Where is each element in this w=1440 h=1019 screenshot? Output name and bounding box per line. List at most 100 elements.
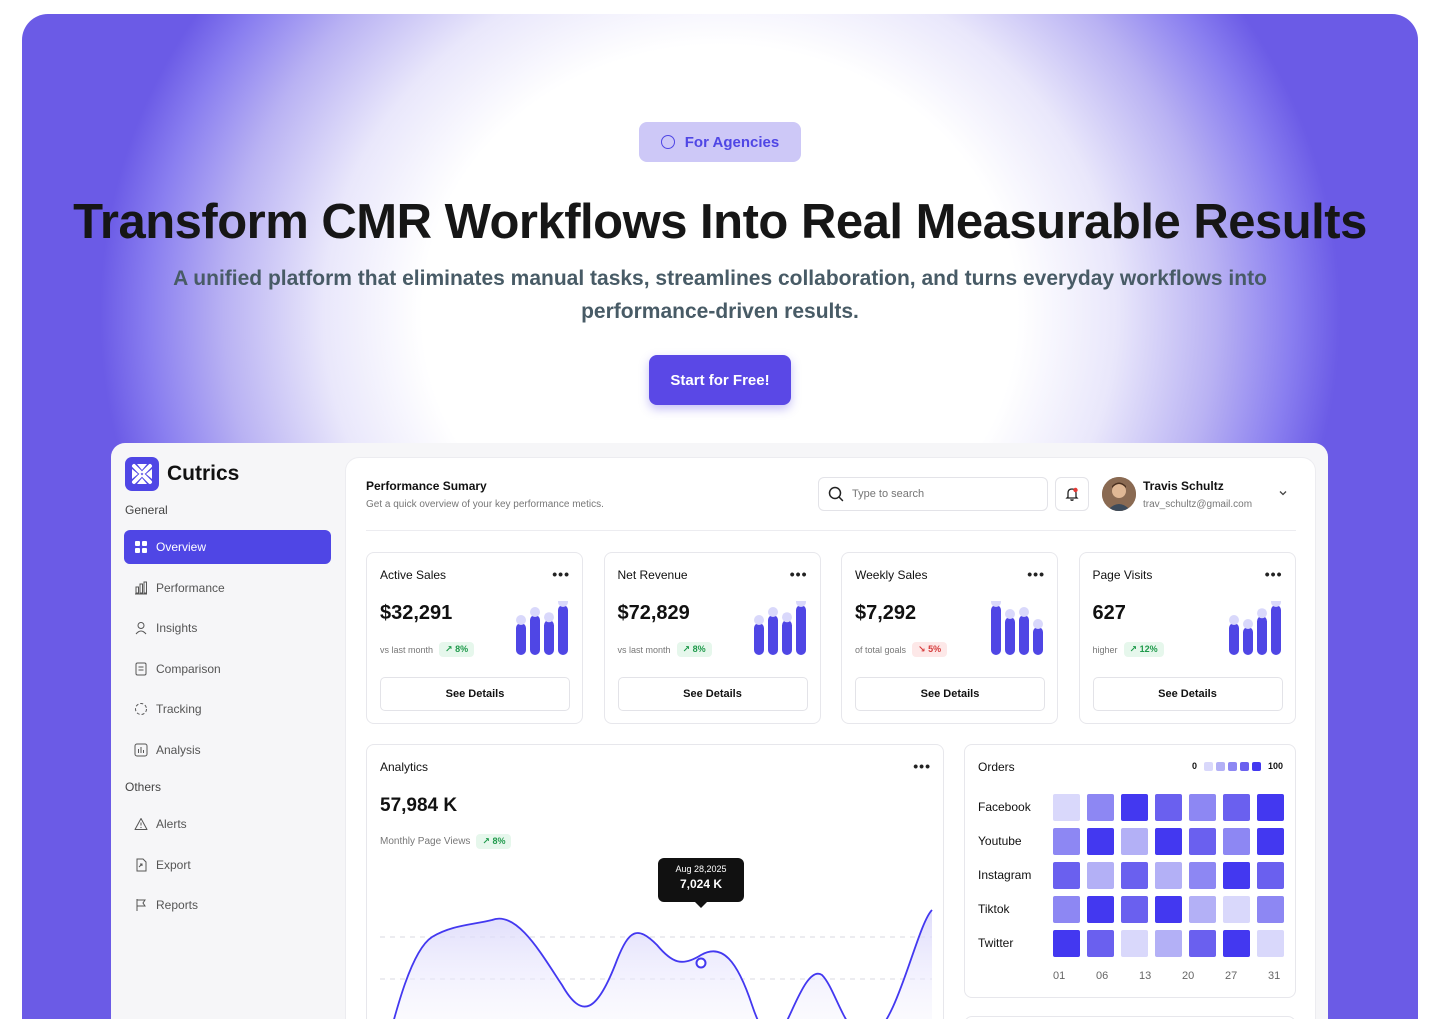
sidebar-item-insights[interactable]: Insights (124, 611, 331, 645)
heatmap-cell[interactable] (1087, 861, 1114, 889)
card-value: $72,829 (617, 602, 690, 624)
avatar[interactable] (1102, 477, 1136, 511)
heatmap-cell[interactable] (1155, 861, 1182, 889)
sidebar-item-performance[interactable]: Performance (124, 571, 331, 605)
heatmap-cell[interactable] (1257, 895, 1284, 923)
see-details-button[interactable]: See Details (617, 677, 808, 711)
heatmap-cell[interactable] (1087, 895, 1114, 923)
heatmap-cell[interactable] (1053, 895, 1080, 923)
heatmap-cell[interactable] (1155, 895, 1182, 923)
heatmap-row-tiktok: Tiktok (978, 895, 1291, 923)
series-line (393, 909, 933, 1019)
start-free-button[interactable]: Start for Free! (649, 355, 791, 405)
dashboard-preview: Cutrics General Overview Performance Insig… (111, 443, 1328, 1019)
hero-section: For Agencies Transform CMR Workflows Int… (22, 14, 1418, 1019)
brand-logo[interactable]: Cutrics (125, 457, 239, 491)
heatmap-cell[interactable] (1189, 861, 1216, 889)
x-tick-label: 01 (1053, 970, 1066, 982)
page-title: Performance Sumary (366, 479, 487, 493)
sidebar-item-export[interactable]: Export (124, 848, 331, 882)
notifications-button[interactable] (1055, 477, 1089, 511)
sidebar-item-analysis[interactable]: Analysis (124, 733, 331, 767)
bell-icon (1065, 487, 1079, 501)
more-icon[interactable]: ••• (1264, 566, 1283, 582)
mini-bar-cap (1228, 615, 1239, 625)
mini-bar-cap (544, 612, 554, 623)
heatmap-cell[interactable] (1189, 793, 1216, 821)
see-details-button[interactable]: See Details (1092, 677, 1283, 711)
sidebar-item-overview[interactable]: Overview (124, 530, 331, 564)
chart-tooltip: Aug 28,2025 7,024 K (658, 858, 744, 908)
see-details-button[interactable]: See Details (855, 677, 1045, 711)
heatmap-cell[interactable] (1223, 793, 1250, 821)
heatmap-cell[interactable] (1189, 827, 1216, 855)
heatmap-cell[interactable] (1223, 895, 1250, 923)
trend-value: 8% (692, 644, 706, 654)
heatmap-cell[interactable] (1121, 861, 1148, 889)
card-note-label: higher (1092, 644, 1118, 655)
legend-swatch (1215, 761, 1225, 771)
heatmap-cell[interactable] (1257, 793, 1284, 821)
x-tick-label: 06 (1096, 970, 1109, 982)
heatmap-cell[interactable] (1257, 861, 1284, 889)
mini-bar (1270, 605, 1281, 655)
user-email: trav_schultz@gmail.com (1143, 499, 1253, 510)
more-icon[interactable]: ••• (913, 758, 931, 774)
heatmap-row-label: Facebook (978, 800, 1031, 814)
spinner-icon (134, 702, 148, 716)
mini-bar (544, 620, 554, 655)
heatmap-cell[interactable] (1121, 929, 1148, 957)
mini-bar-cap (991, 601, 1001, 607)
user-icon (134, 621, 148, 635)
heatmap-cell[interactable] (1121, 895, 1148, 923)
heatmap-cell[interactable] (1155, 827, 1182, 855)
heatmap-cell[interactable] (1087, 929, 1114, 957)
mini-bar-cap (767, 607, 778, 617)
mini-bar-chart (1228, 601, 1281, 655)
heatmap-row-instagram: Instagram (978, 861, 1291, 889)
brand-name: Cutrics (167, 462, 240, 485)
trend-value: 8% (492, 836, 506, 846)
heatmap-cell[interactable] (1189, 929, 1216, 957)
sidebar-item-label: Export (156, 857, 191, 872)
card-value: $7,292 (855, 602, 917, 624)
document-icon (134, 662, 148, 676)
heatmap-cell[interactable] (1053, 929, 1080, 957)
mini-bar-cap (1019, 607, 1029, 617)
highlight-point[interactable] (695, 957, 707, 969)
heatmap-cell[interactable] (1155, 929, 1182, 957)
chevron-down-icon[interactable] (1278, 488, 1288, 498)
mini-bar (516, 623, 526, 655)
heatmap-cell[interactable] (1053, 793, 1080, 821)
sidebar-item-reports[interactable]: Reports (124, 888, 331, 922)
heatmap-cell[interactable] (1087, 827, 1114, 855)
more-icon[interactable]: ••• (1027, 566, 1045, 582)
mini-bar (767, 615, 778, 655)
mini-bar-cap (795, 601, 806, 607)
heatmap-cell[interactable] (1053, 861, 1080, 889)
sidebar-item-alerts[interactable]: Alerts (124, 807, 331, 841)
search-input[interactable] (852, 488, 1032, 500)
heatmap-cell[interactable] (1121, 793, 1148, 821)
heatmap-cell[interactable] (1155, 793, 1182, 821)
sidebar-item-comparison[interactable]: Comparison (124, 652, 331, 686)
heatmap-row-label: Tiktok (978, 902, 1010, 916)
heatmap-cell[interactable] (1223, 929, 1250, 957)
search-box[interactable] (818, 477, 1048, 511)
heatmap-cell[interactable] (1257, 827, 1284, 855)
heatmap-cell[interactable] (1121, 827, 1148, 855)
search-icon (828, 486, 844, 502)
mini-bar (991, 605, 1001, 655)
sidebar-item-tracking[interactable]: Tracking (124, 692, 331, 726)
heatmap-cell[interactable] (1223, 861, 1250, 889)
more-icon[interactable]: ••• (552, 566, 570, 582)
heatmap-cell[interactable] (1189, 895, 1216, 923)
heatmap-cell[interactable] (1257, 929, 1284, 957)
more-icon[interactable]: ••• (789, 566, 808, 582)
heatmap-cell[interactable] (1053, 827, 1080, 855)
heatmap-row-label: Twitter (978, 936, 1014, 950)
heatmap-cell[interactable] (1087, 793, 1114, 821)
heatmap-cell[interactable] (1223, 827, 1250, 855)
see-details-button[interactable]: See Details (380, 677, 570, 711)
general-section-label: General (125, 503, 168, 517)
